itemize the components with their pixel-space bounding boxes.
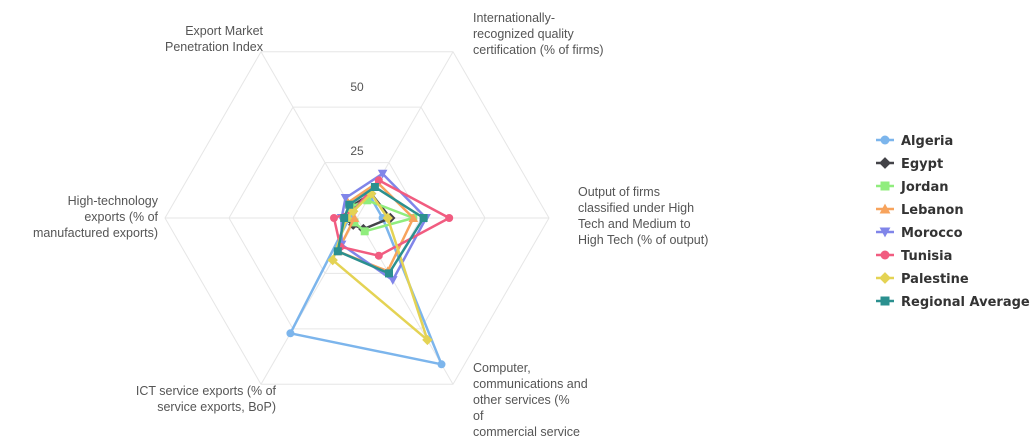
legend-symbol-marker-6: [879, 272, 891, 284]
axis-label-5-line-1: exports (% of: [84, 210, 158, 224]
legend-label-5: Tunisia: [901, 249, 952, 264]
series-7: [333, 183, 428, 278]
axis-label-2-line-1: classified under High: [578, 201, 694, 215]
data-point-7-1: [370, 183, 379, 191]
data-point-4-0: [340, 194, 351, 203]
axis-label-3-line-4: commercial service: [473, 425, 580, 439]
legend-label-1: Egypt: [901, 157, 943, 172]
data-point-0-3: [437, 360, 446, 369]
legend-symbol-marker-2: [880, 181, 890, 191]
legend-label-0: Algeria: [901, 134, 953, 149]
radar-axis-labels: Export Market Penetration Index Internatio…: [33, 11, 708, 440]
axis-label-3: Computer, communications and other service…: [473, 361, 588, 440]
legend-label-7: Regional Average: [901, 295, 1030, 310]
legend-label-6: Palestine: [901, 272, 969, 287]
axis-label-3-line-2: other services (%: [473, 393, 570, 407]
axis-label-3-line-1: communications and: [473, 377, 588, 391]
legend-symbol-marker-5: [880, 250, 890, 260]
legend-symbol-marker-7: [880, 296, 890, 306]
legend-item-2[interactable]: Jordan: [876, 180, 949, 195]
grid-spoke-0: [260, 51, 358, 219]
grid-spoke-3: [356, 217, 454, 385]
axis-label-1: Internationally-recognized quality certif…: [473, 11, 604, 57]
axis-label-4-line-0: ICT service exports (% of: [136, 384, 277, 398]
data-point-0-4: [286, 329, 295, 338]
data-point-6-0: [348, 206, 359, 217]
data-point-6-4: [327, 254, 338, 266]
legend-item-7[interactable]: Regional Average: [876, 295, 1030, 310]
legend-label-3: Lebanon: [901, 203, 964, 218]
legend-label-4: Morocco: [901, 226, 963, 241]
data-point-2-4: [350, 218, 359, 227]
axis-label-3-line-3: of: [473, 409, 484, 423]
tick-label-25: 25: [350, 144, 364, 158]
data-point-5-3: [374, 251, 383, 260]
legend-item-1[interactable]: Egypt: [876, 157, 943, 172]
axis-label-1-line-0: Internationally-: [473, 11, 555, 25]
data-point-5-5: [330, 214, 338, 222]
axis-label-5-line-0: High-technology: [68, 194, 159, 208]
data-point-4-3: [388, 276, 398, 285]
data-point-7-0: [345, 200, 354, 209]
axis-label-4-line-1: service exports, BoP): [157, 400, 276, 414]
radar-tick-labels: 25 50: [350, 80, 364, 158]
axis-label-0: Export Market Penetration Index: [165, 24, 264, 54]
data-point-7-5: [340, 214, 349, 222]
legend-item-3[interactable]: Lebanon: [876, 203, 964, 218]
legend-item-6[interactable]: Palestine: [876, 272, 969, 287]
axis-label-0-line-0: Export Market: [185, 24, 263, 38]
data-point-5-1: [374, 176, 383, 185]
axis-label-2-line-3: High Tech (% of output): [578, 233, 708, 247]
legend-symbol-marker-1: [879, 157, 891, 169]
data-point-6-2: [382, 212, 393, 224]
data-point-3-5: [349, 213, 360, 222]
data-point-3-2: [408, 213, 419, 222]
legend-label-2: Jordan: [900, 180, 949, 195]
axis-label-2: Output of firms classified under High Tech…: [578, 185, 708, 247]
axis-label-2-line-0: Output of firms: [578, 185, 660, 199]
data-point-4-1: [377, 169, 388, 179]
legend-item-4[interactable]: Morocco: [876, 226, 963, 241]
data-point-5-2: [445, 214, 454, 222]
axis-label-1-line-1: recognized quality: [473, 27, 575, 41]
chart-legend[interactable]: Algeria Egypt Jordan Lebanon Morocco Tunisia P…: [876, 134, 1030, 310]
legend-symbol-marker-4: [879, 227, 891, 238]
axis-label-5: High-technology exports (% of manufactured…: [33, 194, 159, 240]
radar-series: [286, 169, 454, 369]
axis-label-3-line-0: Computer,: [473, 361, 531, 375]
legend-symbol-marker-3: [879, 203, 891, 214]
tick-label-50: 50: [350, 80, 364, 94]
data-point-7-2: [419, 214, 428, 222]
axis-label-0-line-1: Penetration Index: [165, 40, 264, 54]
legend-item-5[interactable]: Tunisia: [876, 249, 952, 264]
data-point-7-3: [385, 269, 393, 278]
axis-label-4: ICT service exports (% of service exports…: [136, 384, 277, 414]
legend-item-0[interactable]: Algeria: [876, 134, 953, 149]
data-point-2-1: [363, 196, 372, 205]
legend-symbol-marker-0: [880, 135, 890, 145]
data-point-2-3: [360, 227, 369, 236]
data-point-6-3: [422, 334, 433, 346]
axis-label-2-line-2: Tech and Medium to: [578, 217, 691, 231]
data-point-7-4: [333, 247, 342, 256]
axis-label-5-line-2: manufactured exports): [33, 226, 158, 240]
axis-label-1-line-2: certification (% of firms): [473, 43, 604, 57]
